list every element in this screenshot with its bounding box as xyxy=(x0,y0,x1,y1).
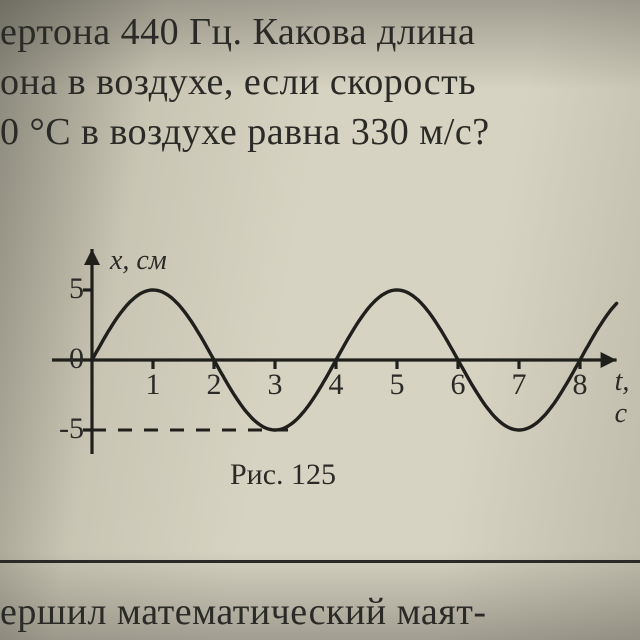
problem-text-line-3: 0 °C в воздухе равна 330 м/с? xyxy=(0,110,490,154)
y-tick-0: 0 xyxy=(34,342,84,376)
figure-caption: Рис. 125 xyxy=(230,458,336,492)
x-tick-4: 4 xyxy=(321,368,351,402)
x-tick-7: 7 xyxy=(504,368,534,402)
horizontal-rule xyxy=(0,560,640,563)
x-tick-1: 1 xyxy=(138,368,168,402)
x-axis-label: t, с xyxy=(615,366,630,430)
y-axis-label: x, см xyxy=(110,245,167,277)
next-problem-text: ершил математический маят- xyxy=(0,590,487,634)
oscillation-chart: x, см t, с Рис. 125 12345678 -505 xyxy=(20,240,620,490)
x-tick-3: 3 xyxy=(260,368,290,402)
x-tick-8: 8 xyxy=(565,368,595,402)
y-tick--5: -5 xyxy=(34,412,84,446)
x-tick-6: 6 xyxy=(443,368,473,402)
chart-svg xyxy=(20,240,620,490)
x-tick-5: 5 xyxy=(382,368,412,402)
problem-text-line-1: ертона 440 Гц. Какова длина xyxy=(0,10,475,54)
y-tick-5: 5 xyxy=(34,272,84,306)
x-tick-2: 2 xyxy=(199,368,229,402)
page-background: { "text": { "line1": "ертона 440 Гц. Как… xyxy=(0,0,640,640)
problem-text-line-2: она в воздухе, если скорость xyxy=(0,60,476,104)
